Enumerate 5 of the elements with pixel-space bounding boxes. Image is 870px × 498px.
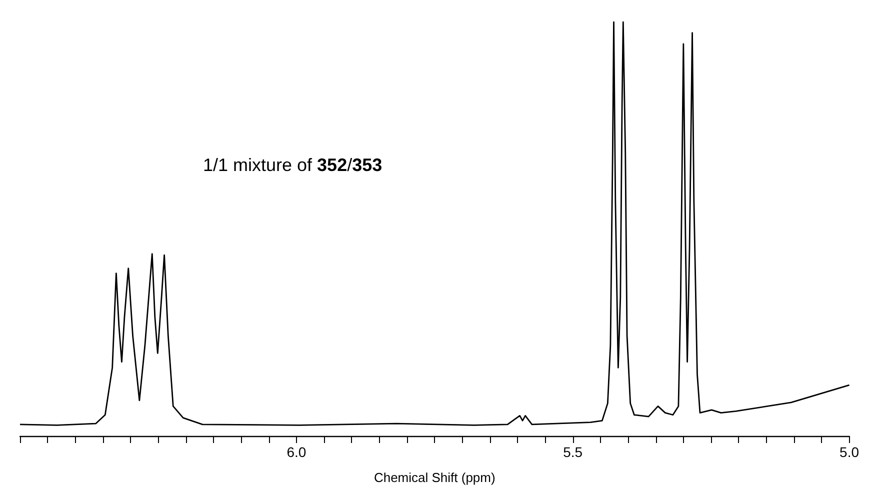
x-tick-label: 5.5 (563, 444, 583, 460)
x-tick-label: 6.0 (286, 444, 306, 460)
annotation: 1/1 mixture of 352/353 (203, 155, 382, 175)
x-axis-title: Chemical Shift (ppm) (374, 470, 496, 485)
x-tick-label: 5.0 (840, 444, 860, 460)
